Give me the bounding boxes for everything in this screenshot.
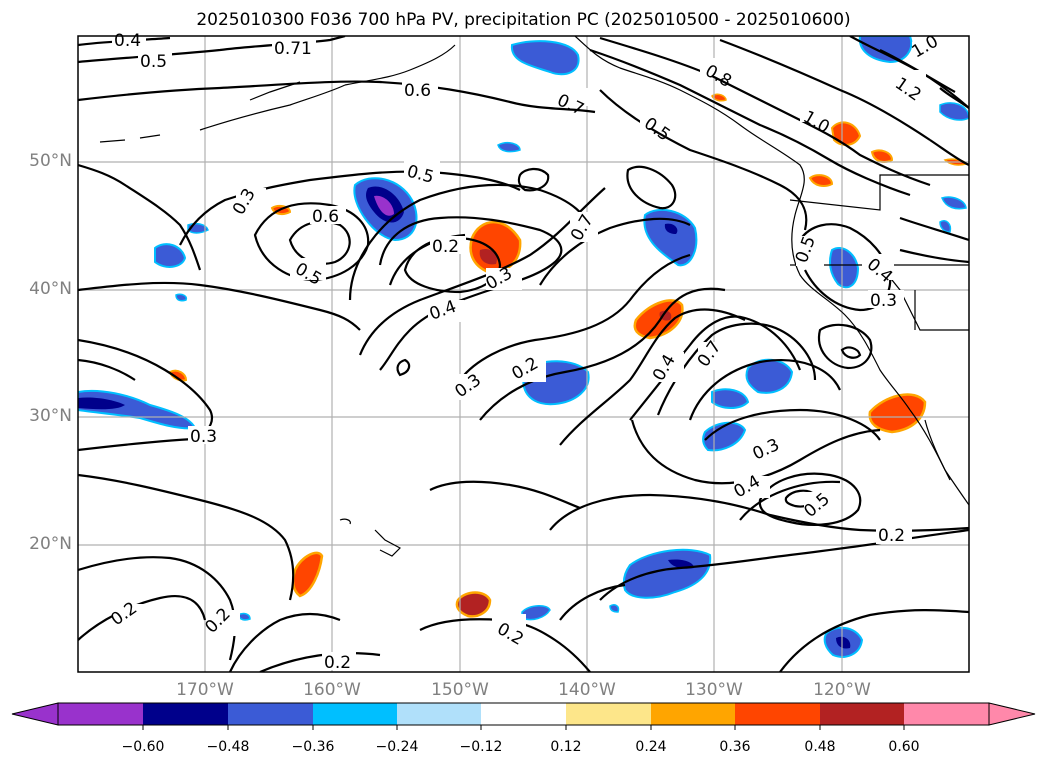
contour-label: 0.2	[878, 526, 905, 546]
colorbar-cell	[58, 703, 143, 725]
lon-label: 130°W	[685, 680, 743, 700]
colorbar-cell	[904, 703, 989, 725]
contour-label: 0.2	[324, 653, 351, 673]
contour-label: 0.6	[312, 207, 339, 227]
colorbar-tick-label: 0.36	[719, 739, 751, 755]
colorbar-cell	[228, 703, 313, 725]
colorbar-tick-label: −0.48	[206, 739, 250, 755]
lon-label: 150°W	[431, 680, 489, 700]
colorbar-cell	[397, 703, 481, 725]
colorbar-tick-label: 0.24	[635, 739, 667, 755]
colorbar-cell	[820, 703, 904, 725]
lat-label: 50°N	[29, 151, 72, 171]
precip-negative	[78, 36, 969, 658]
contour-label: 0.71	[274, 39, 312, 59]
coastlines	[99, 36, 969, 557]
colorbar-tick-label: −0.60	[121, 739, 165, 755]
precipitation-shading	[78, 36, 969, 658]
lat-label: 20°N	[29, 534, 72, 554]
colorbar	[11, 702, 1036, 730]
colorbar-tick-label: 0.12	[550, 739, 582, 755]
colorbar-cell	[313, 703, 397, 725]
colorbar-tick-label: 0.48	[804, 739, 836, 755]
colorbar-tick-label: −0.24	[375, 739, 419, 755]
colorbar-cell	[143, 703, 228, 725]
colorbar-extend-high	[988, 702, 1036, 726]
colorbar-extend-low	[11, 702, 59, 726]
contour-label: 0.3	[870, 291, 897, 311]
colorbar-tick-label: −0.12	[459, 739, 503, 755]
contour-label: 0.2	[432, 237, 459, 257]
lon-label: 140°W	[558, 680, 616, 700]
colorbar-cell	[566, 703, 651, 725]
contour-label: 0.6	[404, 81, 431, 101]
lon-label: 170°W	[176, 680, 234, 700]
colorbar-cell	[735, 703, 820, 725]
lat-label: 30°N	[29, 406, 72, 426]
map-frame	[77, 35, 970, 673]
contour-label: 0.3	[190, 427, 217, 447]
lat-label: 40°N	[29, 279, 72, 299]
colorbar-cell	[651, 703, 735, 725]
colorbar-tick-label: 0.60	[888, 739, 920, 755]
lon-label: 160°W	[303, 680, 361, 700]
colorbar-tick-label: −0.36	[291, 739, 335, 755]
graticule	[78, 36, 969, 672]
lon-label: 120°W	[813, 680, 871, 700]
contour-label: 0.5	[140, 52, 167, 72]
colorbar-cell	[481, 703, 566, 725]
map-title: 2025010300 F036 700 hPa PV, precipitatio…	[196, 10, 851, 30]
contour-label: 0.4	[114, 31, 141, 51]
